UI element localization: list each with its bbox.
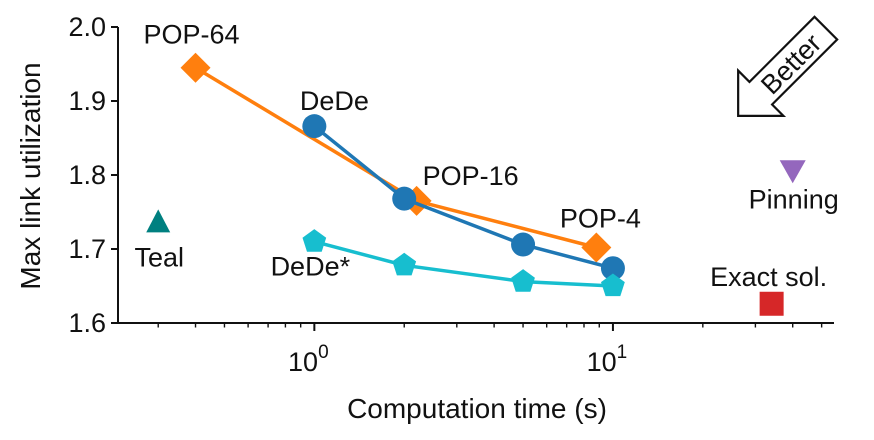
data-point-pinning	[779, 160, 806, 184]
y-tick-label: 1.9	[68, 86, 106, 116]
series-line-dede	[313, 124, 614, 270]
annotation-pop-16: POP-16	[423, 161, 519, 191]
data-point-pop	[581, 232, 612, 263]
better-arrow: Better	[737, 15, 839, 117]
series-pinning	[779, 160, 806, 184]
series-exact-sol	[759, 291, 784, 316]
data-point-dede	[601, 273, 625, 297]
x-tick-exponent: 0	[318, 342, 329, 363]
annotation-teal: Teal	[134, 242, 184, 272]
data-point-dede	[392, 252, 417, 276]
annotation-dede-star: DeDe*	[271, 252, 351, 282]
data-point-pop	[180, 52, 211, 83]
series-pop	[180, 52, 612, 263]
data-point-dede	[302, 114, 327, 139]
x-tick-exponent: 1	[617, 342, 628, 363]
x-tick-base: 10	[587, 347, 617, 377]
x-axis-title: Computation time (s)	[347, 393, 607, 424]
x-tick-label: 100	[288, 342, 329, 377]
y-axis-title: Max link utilization	[15, 62, 46, 289]
annotation-layer: POP-64 DeDe POP-16 POP-4 DeDe* Teal Pinning Exa…	[134, 20, 838, 292]
data-point-teal	[146, 209, 171, 233]
data-point-dede	[392, 186, 417, 211]
series-teal	[146, 209, 171, 233]
annotation-exact: Exact sol.	[710, 262, 827, 292]
series-dede	[302, 229, 625, 297]
series-dede	[302, 114, 625, 281]
y-tick-label: 1.8	[68, 160, 106, 190]
data-point-dede	[511, 232, 536, 257]
series-line-pop	[194, 66, 597, 250]
data-point-exact-sol	[759, 291, 784, 316]
annotation-pop-64: POP-64	[144, 20, 240, 50]
better-arrow-icon	[737, 15, 839, 117]
series-layer	[146, 52, 806, 316]
x-tick-label: 101	[587, 342, 628, 377]
annotation-pop-4: POP-4	[560, 204, 641, 234]
x-tick-base: 10	[288, 347, 318, 377]
series-line-dede	[313, 239, 613, 288]
annotation-dede: DeDe	[300, 86, 369, 116]
data-point-dede	[511, 269, 535, 292]
data-point-dede	[600, 256, 625, 281]
y-tick-label: 1.6	[68, 308, 106, 338]
annotation-pinning: Pinning	[749, 184, 839, 214]
y-tick-label: 1.7	[68, 234, 106, 264]
data-point-dede	[302, 229, 327, 252]
y-tick-label: 2.0	[68, 12, 106, 42]
